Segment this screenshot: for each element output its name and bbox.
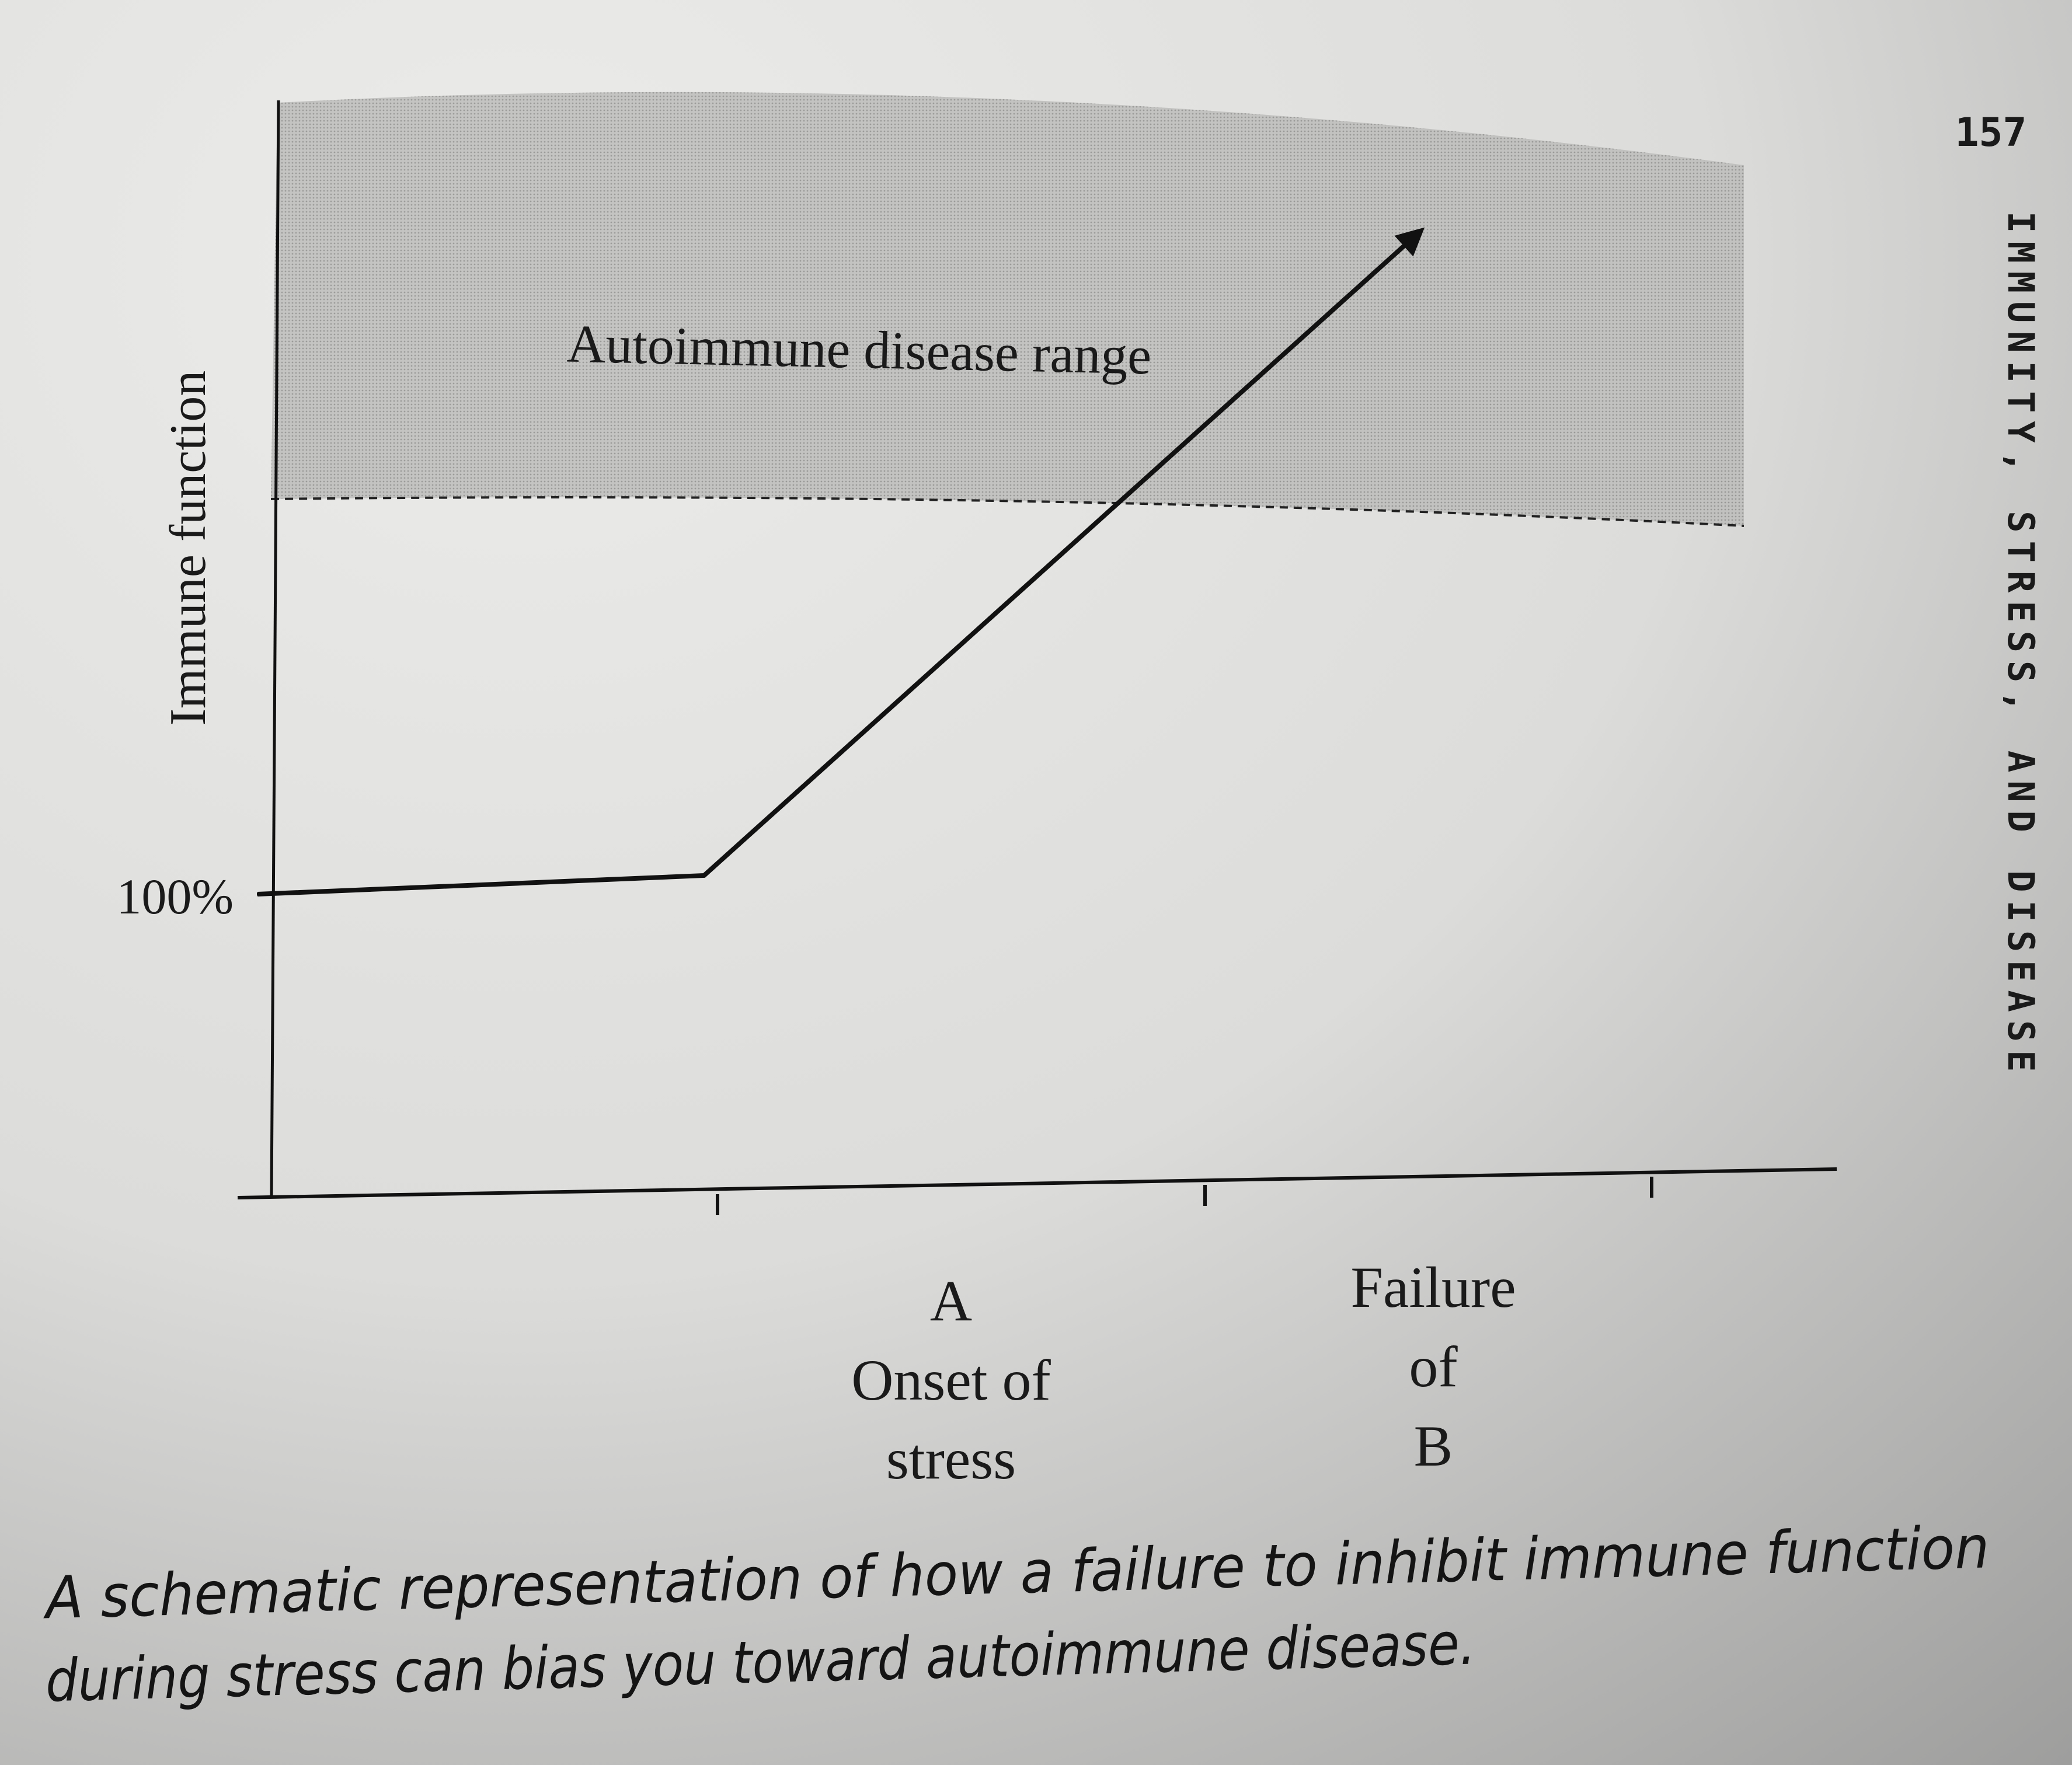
region-boundary: [270, 496, 1744, 527]
autoimmune-region: [271, 92, 1744, 526]
running-head: IMMUNITY, STRESS, AND DISEASE: [2000, 211, 2042, 1080]
x-label: stress: [886, 1426, 1016, 1491]
x-label: of: [1409, 1334, 1458, 1399]
x-label: Failure: [1350, 1255, 1516, 1320]
x-label: Onset of: [851, 1348, 1051, 1412]
x-label: B: [1414, 1414, 1453, 1478]
y-tick-label: 100%: [116, 868, 234, 925]
y-axis-label: Immune function: [160, 371, 217, 726]
x-label: A: [930, 1268, 972, 1333]
x-axis: [237, 1167, 1837, 1199]
page-number: 157: [1955, 110, 2027, 156]
immune-line: [257, 227, 1425, 897]
y-axis: [270, 100, 280, 1197]
region-label: Autoimmune disease range: [566, 314, 1152, 386]
